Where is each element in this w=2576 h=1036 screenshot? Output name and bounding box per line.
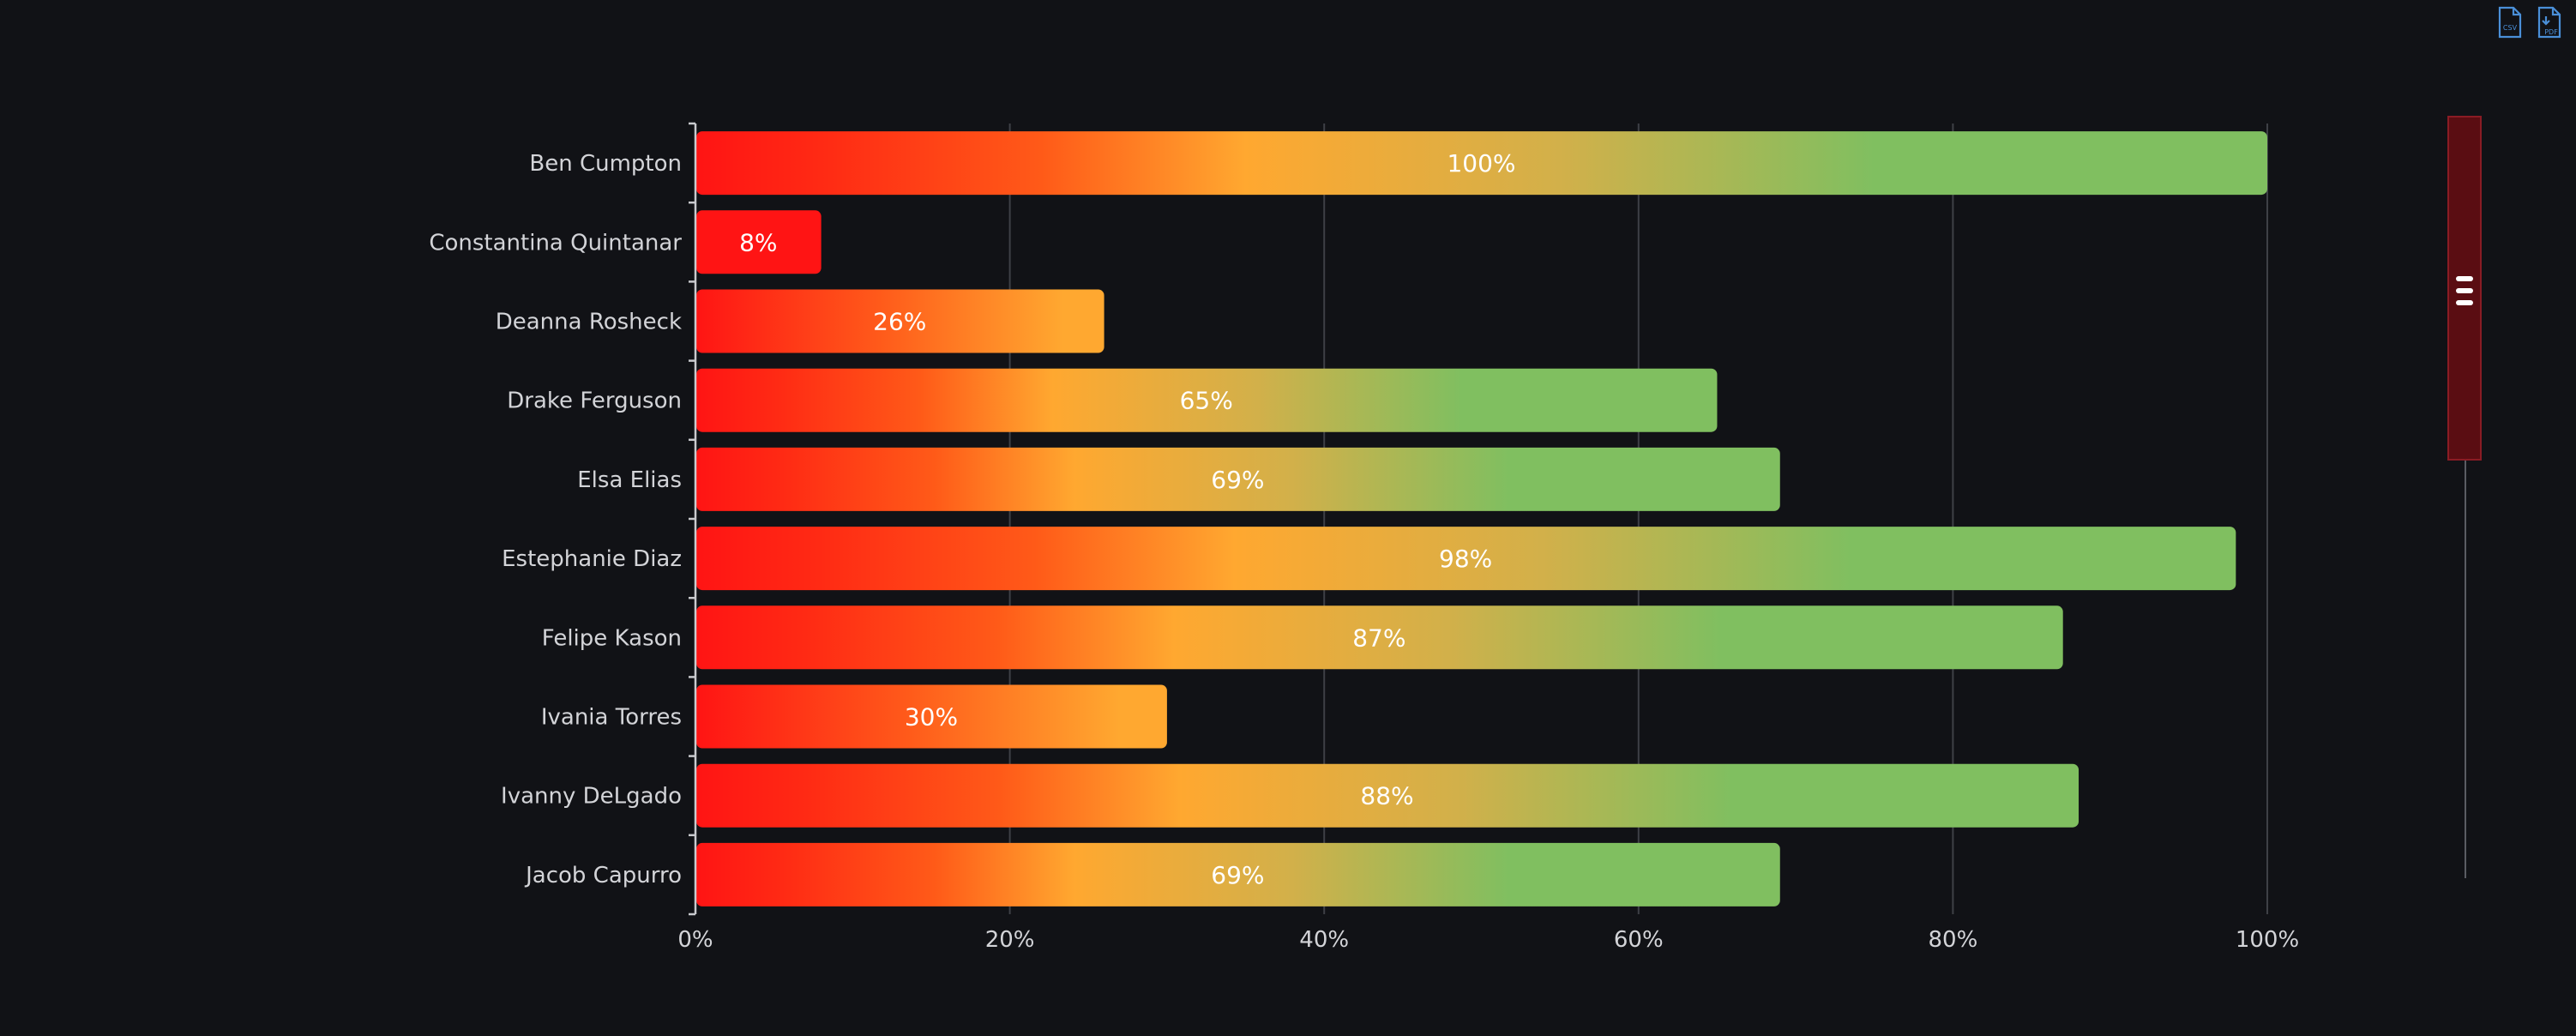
bar[interactable] — [696, 527, 2236, 591]
bars — [696, 131, 2267, 906]
x-tick-label: 60% — [1614, 927, 1664, 953]
bar-value-label: 26% — [873, 308, 926, 336]
y-category-label: Ivanny DeLgado — [501, 784, 682, 810]
bar-value-label: 65% — [1180, 387, 1233, 415]
bar[interactable] — [696, 289, 1104, 353]
pdf-label: PDF — [2544, 28, 2558, 36]
y-category-label: Ivania Torres — [541, 705, 682, 731]
y-category-label: Jacob Capurro — [524, 863, 682, 888]
pdf-export-button[interactable]: PDF — [2535, 5, 2564, 39]
y-category-label: Elsa Elias — [577, 467, 682, 493]
bar[interactable] — [696, 763, 2079, 828]
bar-value-label: 69% — [1211, 861, 1264, 889]
vertical-scrollbar[interactable] — [2447, 116, 2482, 878]
pdf-file-icon: PDF — [2537, 6, 2561, 39]
csv-export-button[interactable]: CSV — [2495, 5, 2525, 39]
bar[interactable] — [696, 684, 1167, 749]
bar-value-label: 87% — [1352, 623, 1405, 652]
x-tick-label: 20% — [985, 927, 1035, 953]
y-category-label: Constantina Quintanar — [429, 230, 682, 256]
bar[interactable] — [696, 842, 1780, 906]
x-tick-label: 80% — [1929, 927, 1978, 953]
bar-value-label: 30% — [905, 703, 958, 732]
csv-file-icon: CSV — [2498, 6, 2522, 39]
x-tick-label: 0% — [677, 927, 713, 953]
bar[interactable] — [696, 131, 2267, 196]
bar-value-label: 98% — [1439, 545, 1492, 573]
y-category-label: Drake Ferguson — [507, 388, 682, 414]
bar-labels: 100% 8% 26% 65% 69% 98% 87% 30% 88% 69% — [739, 149, 1515, 889]
bar-value-label: 69% — [1211, 466, 1264, 494]
bar-value-label: 88% — [1360, 782, 1413, 810]
bar[interactable] — [696, 210, 822, 274]
bar-value-label: 8% — [739, 228, 777, 256]
bar[interactable] — [696, 605, 2063, 670]
axes: 0% 20% 40% 60% 80% 100% Ben Cumpton Constantina… — [429, 122, 2299, 953]
y-category-label: Deanna Rosheck — [496, 310, 682, 335]
bar[interactable] — [696, 368, 1718, 432]
y-category-label: Estephanie Diaz — [502, 546, 682, 572]
y-category-label: Felipe Kason — [542, 625, 682, 651]
csv-label: CSV — [2503, 24, 2518, 32]
bar-value-label: 100% — [1447, 149, 1515, 178]
y-category-label: Ben Cumpton — [529, 151, 682, 177]
drag-handle-icon[interactable] — [2456, 276, 2473, 305]
x-tick-label: 100% — [2236, 927, 2299, 953]
x-tick-label: 40% — [1299, 927, 1349, 953]
bar[interactable] — [696, 447, 1780, 511]
